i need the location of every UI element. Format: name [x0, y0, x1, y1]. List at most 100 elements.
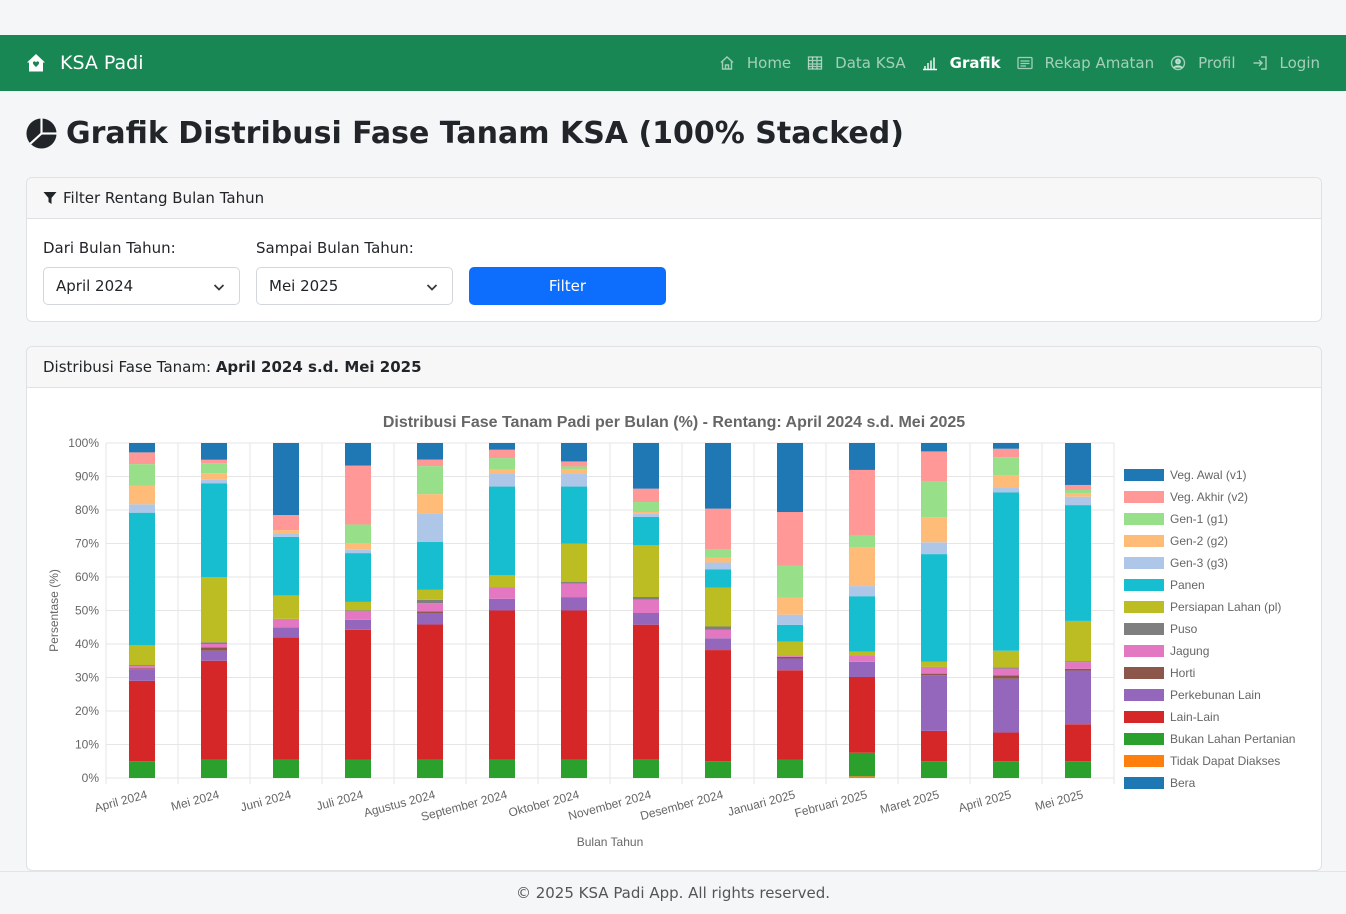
filter-button[interactable]: Filter	[469, 267, 666, 305]
bar-segment	[705, 629, 731, 639]
bar-segment	[129, 512, 155, 646]
bar-segment	[129, 452, 155, 465]
bar-segment	[849, 676, 875, 753]
legend-swatch	[1124, 623, 1164, 635]
bar-segment	[489, 443, 515, 450]
bar-segment	[129, 665, 155, 667]
bar-segment	[1065, 761, 1091, 778]
bar-segment	[705, 443, 731, 509]
legend-swatch	[1124, 579, 1164, 591]
bar-segment	[201, 647, 227, 651]
bar-segment	[201, 642, 227, 644]
bar-segment	[417, 612, 443, 625]
bar-segment	[561, 461, 587, 467]
x-tick-label: Juni 2024	[239, 787, 293, 814]
bar-segment	[345, 610, 371, 612]
from-month-value: April 2024	[56, 277, 134, 295]
bar-segment	[633, 624, 659, 760]
bar-segment	[489, 759, 515, 778]
x-tick-label: Juli 2024	[315, 787, 365, 813]
nav-login-label: Login	[1279, 54, 1320, 72]
nav-profil[interactable]: Profil	[1170, 54, 1236, 72]
filter-card-title: Filter Rentang Bulan Tahun	[63, 189, 265, 207]
bar-segment	[129, 666, 155, 669]
to-month-select[interactable]: Mei 2025	[256, 267, 453, 305]
legend-swatch	[1124, 733, 1164, 745]
bar-segment	[777, 443, 803, 513]
y-tick-label: 40%	[75, 637, 99, 651]
x-tick-label: Februari 2025	[793, 787, 869, 820]
bar-segment	[345, 553, 371, 602]
legend-swatch	[1124, 777, 1164, 789]
nav-home-label: Home	[746, 54, 792, 72]
filter-icon	[43, 192, 57, 204]
stacked-bar-chart: Distribusi Fase Tanam Padi per Bulan (%)…	[47, 414, 1295, 849]
bar-segment	[561, 597, 587, 611]
bar-segment	[921, 761, 947, 778]
x-tick-label: April 2024	[93, 787, 149, 815]
bar-segment	[489, 610, 515, 760]
bar-segment	[489, 449, 515, 459]
bar-segment	[849, 651, 875, 656]
bar-segment	[417, 443, 443, 460]
bar-segment	[417, 599, 443, 604]
bar-segment	[993, 675, 1019, 679]
bar-segment	[777, 624, 803, 642]
from-month-select[interactable]: April 2024	[43, 267, 240, 305]
bar-segment	[849, 596, 875, 652]
bar-segment	[921, 666, 947, 674]
y-tick-label: 30%	[75, 671, 99, 685]
brand[interactable]: KSA Padi	[26, 52, 144, 74]
bar-segment	[849, 655, 875, 662]
bar-segment	[273, 515, 299, 531]
chevron-down-icon	[426, 284, 438, 291]
nav-grafik[interactable]: Grafik	[922, 54, 1001, 72]
y-tick-label: 20%	[75, 704, 99, 718]
bar-segment	[849, 661, 875, 677]
bar-segment	[993, 475, 1019, 488]
legend-swatch	[1124, 491, 1164, 503]
bar-segment	[345, 443, 371, 466]
bar-segment	[345, 601, 371, 611]
nav-rekap-amatan[interactable]: Rekap Amatan	[1016, 54, 1154, 72]
bar-segment	[489, 575, 515, 588]
bar-segment	[201, 479, 227, 484]
bar-segment	[633, 545, 659, 597]
x-tick-label: April 2025	[957, 787, 1013, 815]
nav-home[interactable]: Home	[719, 54, 791, 72]
bar-segment	[273, 627, 299, 638]
bar-segment	[705, 650, 731, 762]
bar-segment	[201, 759, 227, 778]
bar-segment	[417, 759, 443, 778]
bar-segment	[561, 583, 587, 598]
legend-swatch	[1124, 469, 1164, 481]
house-icon	[27, 54, 45, 72]
nav-menu: Home Data KSA Grafik Rekap Amatan Profil…	[703, 54, 1320, 72]
legend-swatch	[1124, 711, 1164, 723]
x-tick-label: Mei 2025	[1033, 787, 1085, 813]
bar-segment	[705, 557, 731, 563]
bar-segment	[129, 761, 155, 778]
legend-swatch	[1124, 513, 1164, 525]
legend-label: Veg. Akhir (v2)	[1170, 490, 1248, 504]
bar-segment	[777, 658, 803, 671]
bar-segment	[417, 466, 443, 495]
to-month-value: Mei 2025	[269, 277, 339, 295]
legend-swatch	[1124, 689, 1164, 701]
bar-segment	[273, 637, 299, 760]
user-circle-icon	[1170, 55, 1186, 71]
y-tick-label: 90%	[75, 470, 99, 484]
bar-segment	[1065, 661, 1091, 663]
bar-segment	[201, 650, 227, 661]
bar-segment	[345, 759, 371, 778]
legend-label: Jagung	[1170, 644, 1209, 658]
x-tick-label: Maret 2025	[879, 787, 942, 816]
bar-segment	[993, 443, 1019, 449]
nav-data-ksa[interactable]: Data KSA	[807, 54, 906, 72]
bar-segment	[921, 517, 947, 543]
bar-segment	[201, 644, 227, 648]
bar-segment	[777, 759, 803, 778]
bar-segment	[993, 492, 1019, 651]
nav-login[interactable]: Login	[1252, 54, 1320, 72]
legend-label: Tidak Dapat Diakses	[1170, 754, 1280, 768]
